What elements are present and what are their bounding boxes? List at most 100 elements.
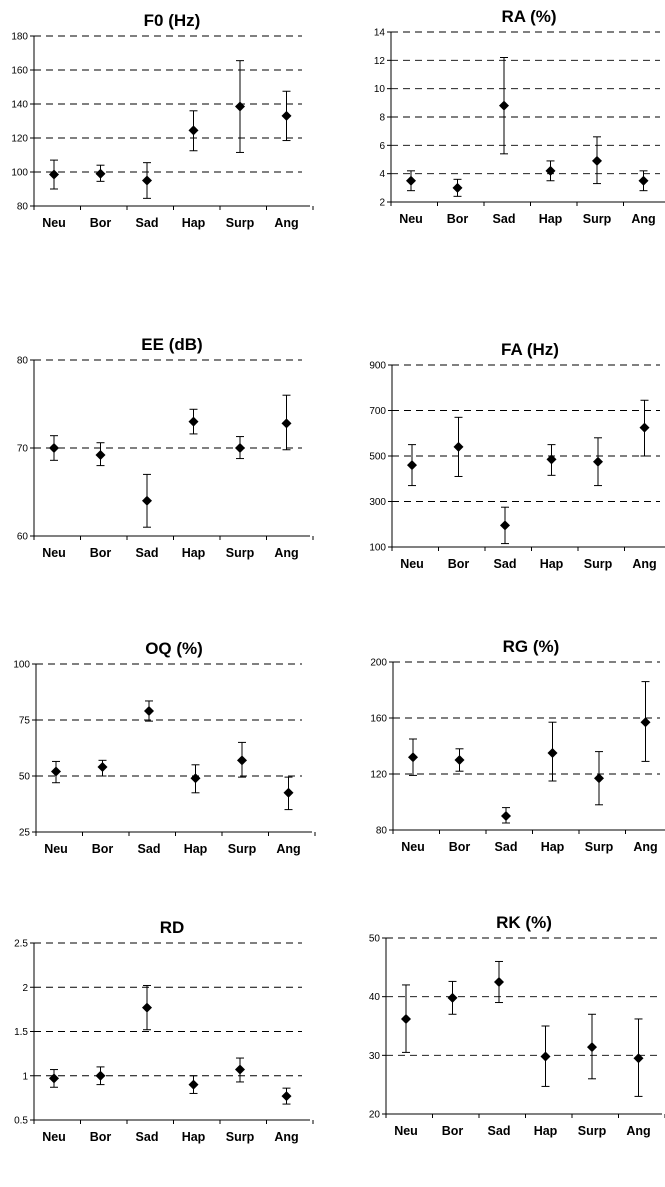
y-tick-label: 160 [370,714,387,725]
y-tick-label: 2.5 [14,939,28,950]
x-category-label: Sad [488,1124,511,1138]
data-point [188,1079,199,1090]
x-category-label: Hap [182,216,206,230]
data-point [144,706,154,717]
y-tick-label: 120 [370,770,387,781]
y-tick-label: 80 [376,826,388,837]
data-point [401,1013,411,1024]
y-tick-label: 100 [11,168,28,179]
y-tick-label: 40 [369,992,381,1003]
x-category-label: Hap [539,212,563,226]
data-point [142,1002,152,1013]
data-point [283,787,294,798]
y-tick-label: 500 [369,452,386,463]
x-category-label: Surp [226,216,255,230]
x-category-label: Bor [442,1124,464,1138]
chart-title: RG (%) [503,637,560,656]
x-category-label: Ang [626,1124,650,1138]
y-tick-label: 100 [369,543,386,554]
chart-title: RD [160,918,185,937]
x-category-label: Hap [182,1130,206,1144]
data-point [49,1073,59,1084]
data-point [95,168,106,179]
x-category-label: Hap [182,546,206,560]
x-category-label: Neu [42,216,66,230]
y-tick-label: 12 [374,56,386,67]
data-point [592,155,602,166]
y-tick-label: 20 [369,1110,381,1121]
data-point [237,755,247,766]
x-category-label: Ang [274,216,298,230]
y-tick-label: 50 [19,772,31,783]
y-tick-label: 0.5 [14,1116,28,1127]
data-point [142,495,152,506]
chart-title: OQ (%) [145,639,203,658]
x-category-label: Hap [184,842,208,856]
data-point [546,454,557,465]
x-category-label: Sad [138,842,161,856]
x-category-label: Bor [92,842,114,856]
y-tick-label: 8 [379,113,385,124]
data-point [95,1070,106,1081]
x-category-label: Ang [276,842,300,856]
data-point [408,752,418,763]
data-point [594,773,604,784]
y-tick-label: 700 [369,406,386,417]
x-category-label: Ang [632,557,656,571]
chart-panel-1: F0 (Hz) 80 100 120 140 160 180 Neu Bor Sad Hap Surp… [11,11,314,230]
data-point [235,101,245,112]
chart-panel-3: EE (dB) 60 70 80 Neu Bor Sad Hap Surp Ang [17,335,314,560]
x-category-label: Bor [90,546,112,560]
y-tick-label: 900 [369,361,386,372]
data-point [494,977,504,987]
y-tick-label: 1 [22,1071,28,1082]
chart-panel-4: FA (Hz) 100 300 500 700 900 Neu Bor Sad Hap Surp An… [369,340,665,571]
data-point [587,1042,597,1053]
y-tick-label: 60 [17,532,29,543]
data-point [452,182,463,193]
x-category-label: Hap [534,1124,558,1138]
x-category-label: Sad [136,216,159,230]
x-category-label: Neu [399,212,423,226]
chart-title: RA (%) [501,7,556,26]
chart-panel-6: RG (%) 80 120 160 200 Neu Bor Sad Hap Surp Ang [370,637,665,854]
chart-panel-8: RK (%) 20 30 40 50 Neu Bor Sad Hap Surp Ang [369,913,665,1138]
data-point [188,125,199,136]
chart-panel-5: OQ (%) 25 50 75 100 Neu Bor Sad Hap Surp Ang [13,639,316,856]
x-category-label: Bor [90,1130,112,1144]
data-point [190,773,201,784]
data-point [407,460,417,471]
y-tick-label: 25 [19,828,31,839]
data-point [235,1064,245,1075]
y-tick-label: 120 [11,134,28,145]
x-category-label: Surp [584,557,613,571]
data-point [453,441,464,452]
x-category-label: Sad [136,546,159,560]
chart-panel-2: RA (%) 2 4 6 8 10 12 14 Neu Bor Sad Hap Surp Ang [374,7,665,226]
x-category-label: Surp [583,212,612,226]
data-point [95,450,106,461]
data-point [281,418,292,429]
x-category-label: Sad [495,840,518,854]
y-tick-label: 160 [11,66,28,77]
y-tick-label: 75 [19,716,31,727]
y-tick-label: 2 [379,198,385,209]
x-category-label: Bor [447,212,469,226]
data-point [235,443,245,453]
y-tick-label: 140 [11,100,28,111]
y-tick-label: 50 [369,934,381,945]
y-tick-label: 6 [379,141,385,152]
data-point [639,422,650,433]
y-tick-label: 2 [22,983,28,994]
data-point [97,762,108,773]
y-tick-label: 1.5 [14,1027,28,1038]
x-category-label: Bor [448,557,470,571]
data-point [593,456,603,467]
x-category-label: Ang [274,546,298,560]
data-point [51,766,61,777]
data-point [501,811,511,821]
y-tick-label: 300 [369,497,386,508]
x-category-label: Ang [274,1130,298,1144]
data-point [188,416,199,427]
